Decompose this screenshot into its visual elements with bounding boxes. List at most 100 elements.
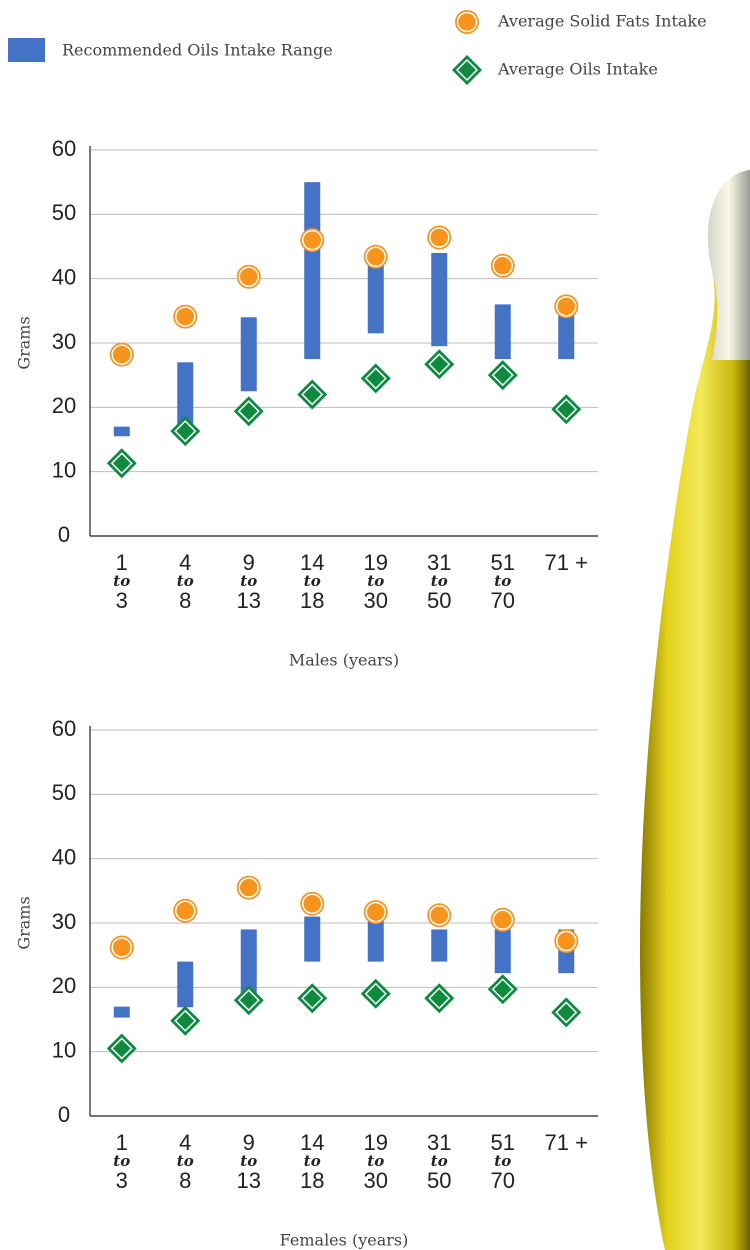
solid-fats-marker — [554, 929, 579, 954]
range-bar — [367, 262, 384, 334]
marker-ring — [111, 344, 132, 365]
legend-label: Recommended Oils Intake Range — [62, 41, 333, 60]
marker-ring — [175, 900, 196, 922]
oils-marker — [106, 448, 137, 479]
y-tick-label: 50 — [52, 200, 76, 225]
y-axis-label: Grams — [15, 316, 34, 369]
marker-ring — [428, 987, 451, 1010]
oils-marker — [424, 349, 455, 380]
x-tick-label: 1 — [116, 1130, 128, 1155]
y-tick-label: 40 — [52, 264, 76, 289]
x-tick-label: to — [494, 1152, 511, 1170]
legend-label: Average Oils Intake — [497, 60, 658, 79]
x-tick-label: 14 — [300, 1130, 324, 1155]
x-tick-label: 19 — [364, 550, 388, 575]
range-bar — [431, 929, 448, 962]
marker-ring — [301, 383, 324, 406]
solid-fats-marker — [490, 907, 515, 932]
y-tick-label: 60 — [52, 716, 76, 741]
oils-marker — [170, 416, 201, 447]
marker-ring — [492, 909, 513, 931]
range-bar — [240, 929, 257, 1001]
x-tick-label: 70 — [491, 588, 515, 613]
marker-ring — [492, 255, 513, 277]
oils-marker — [170, 1005, 201, 1036]
range-bar — [367, 916, 384, 962]
y-tick-label: 0 — [58, 522, 70, 547]
solid-fats-marker — [109, 342, 134, 367]
oils-marker — [360, 363, 391, 394]
x-tick-label: 30 — [364, 1168, 388, 1193]
solid-fats-marker — [363, 900, 388, 925]
marker-ring — [238, 266, 259, 287]
marker-ring — [555, 398, 578, 421]
y-tick-label: 40 — [52, 844, 76, 869]
x-tick-label: 50 — [427, 1168, 451, 1193]
x-tick-label: to — [304, 1152, 321, 1170]
marker-ring — [238, 877, 259, 898]
x-tick-label: 13 — [237, 1168, 261, 1193]
x-tick-label: 8 — [179, 588, 191, 613]
marker-ring — [429, 227, 450, 248]
oils-marker — [360, 978, 391, 1009]
marker-ring — [174, 1009, 197, 1032]
marker-ring — [110, 1037, 133, 1060]
x-tick-label: to — [304, 572, 321, 590]
marker-ring — [302, 893, 323, 914]
x-tick-label: 1 — [116, 550, 128, 575]
range-bar — [558, 310, 575, 360]
x-tick-label: to — [240, 572, 257, 590]
oils-marker — [233, 985, 264, 1016]
y-tick-label: 0 — [58, 1102, 70, 1127]
x-tick-label: 30 — [364, 588, 388, 613]
range-bar — [494, 929, 511, 974]
x-tick-label: 4 — [179, 1130, 191, 1155]
x-axis-label: Males (years) — [289, 651, 399, 670]
marker-ring — [556, 296, 577, 317]
solid-fats-marker — [300, 891, 325, 916]
solid-fats-marker — [236, 264, 261, 289]
x-tick-label: 71 + — [545, 550, 588, 575]
marker-ring — [555, 1001, 578, 1024]
oils-marker — [424, 983, 455, 1014]
marker-ring — [491, 978, 514, 1001]
x-tick-label: 9 — [243, 550, 255, 575]
x-tick-label: 71 + — [545, 1130, 588, 1155]
marker-ring — [301, 987, 324, 1010]
oils-marker — [487, 360, 518, 391]
solid-fats-marker — [490, 253, 515, 278]
solid-fats-marker — [173, 304, 198, 329]
x-tick-label: to — [240, 1152, 257, 1170]
y-tick-label: 10 — [52, 457, 76, 482]
marker-ring — [364, 367, 387, 390]
y-tick-label: 30 — [52, 329, 76, 354]
legend-marker — [452, 55, 482, 85]
marker-ring — [302, 229, 323, 251]
oil-decoration — [640, 170, 750, 1250]
x-tick-label: 51 — [491, 1130, 515, 1155]
marker-ring — [237, 989, 260, 1012]
marker-ring — [364, 982, 387, 1005]
y-tick-label: 30 — [52, 909, 76, 934]
marker-ring — [237, 400, 260, 423]
oils-marker — [551, 394, 582, 425]
marker-ring — [175, 306, 196, 327]
oils-marker — [233, 396, 264, 427]
y-tick-label: 10 — [52, 1037, 76, 1062]
x-tick-label: 8 — [179, 1168, 191, 1193]
marker-ring — [365, 901, 386, 923]
solid-fats-marker — [427, 225, 452, 250]
y-tick-label: 60 — [52, 136, 76, 161]
range-bar — [304, 916, 321, 962]
solid-fats-marker — [554, 294, 579, 319]
marker-ring — [456, 11, 478, 33]
marker-ring — [428, 353, 451, 376]
marker-ring — [491, 364, 514, 387]
oils-marker — [297, 379, 328, 410]
x-tick-label: 9 — [243, 1130, 255, 1155]
x-tick-label: 31 — [427, 1130, 451, 1155]
x-tick-label: 19 — [364, 1130, 388, 1155]
legend-marker — [455, 10, 479, 34]
y-tick-label: 20 — [52, 973, 76, 998]
